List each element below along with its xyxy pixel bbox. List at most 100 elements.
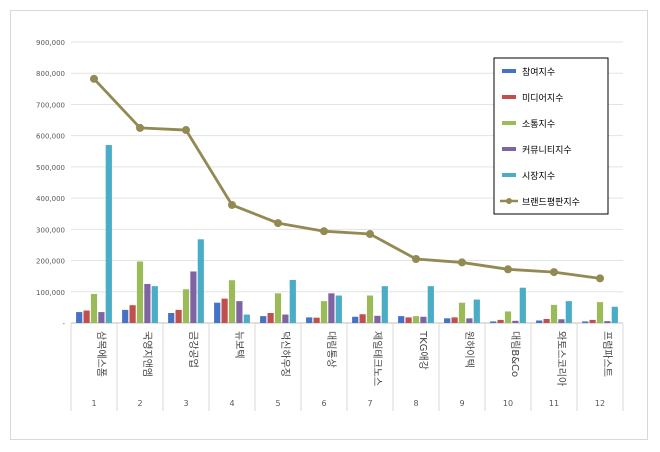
bar: [427, 286, 434, 323]
x-rank-label: 2: [137, 399, 142, 408]
brand-reputation-chart: - 100,000 200,000 300,000 400,000 500,000 600,…: [36, 39, 624, 411]
y-tick-label: 200,000: [36, 258, 65, 266]
bar: [83, 310, 90, 323]
bar: [228, 280, 236, 323]
bar-series: [76, 145, 618, 323]
gridlines: [71, 41, 623, 293]
y-tick-label: 400,000: [36, 195, 65, 203]
trend-point: [596, 274, 604, 283]
trend-line: [92, 77, 601, 280]
bar: [274, 293, 282, 323]
y-tick-label: 700,000: [36, 101, 65, 109]
bar: [497, 319, 504, 323]
x-rank-label: 4: [229, 399, 234, 408]
x-rank-label: 1: [91, 399, 96, 408]
bar: [214, 302, 221, 323]
legend-swatch: [502, 147, 516, 151]
x-rank-label: 6: [321, 399, 326, 408]
y-tick-label: -: [62, 320, 65, 328]
x-category-label: 뉴보텍: [233, 331, 245, 359]
legend-label: 커뮤니티지수: [522, 145, 572, 156]
trend-point: [504, 265, 512, 274]
bar: [473, 299, 480, 323]
bar: [604, 321, 611, 323]
bar: [589, 319, 596, 323]
bar: [306, 317, 313, 323]
bar: [444, 318, 451, 323]
x-rank-label: 10: [503, 399, 513, 408]
bar: [596, 302, 604, 323]
bar: [313, 317, 320, 323]
x-axis: 삼목에스폼 1 국영지앤엠 2 금강공업 3 뉴보텍 4 덕신하우징 5 대림통상 6 제일테크노스 7 T…: [70, 322, 624, 411]
legend-label: 미디어지수: [522, 93, 563, 104]
bar: [374, 315, 381, 323]
bar: [451, 317, 458, 323]
bar: [352, 316, 359, 323]
bar: [175, 309, 182, 323]
y-tick-label: 600,000: [36, 133, 65, 141]
x-rank-label: 5: [275, 399, 280, 408]
bar: [466, 318, 473, 323]
y-tick-label: 500,000: [36, 164, 65, 172]
bar: [420, 316, 427, 323]
bar: [98, 312, 105, 323]
legend-swatch: [502, 173, 516, 177]
chart-frame: - 100,000 200,000 300,000 400,000 500,000 600,…: [10, 10, 648, 440]
bar: [565, 301, 572, 323]
bar: [398, 316, 405, 323]
bar: [168, 313, 175, 323]
x-category-label: TKG애강: [417, 330, 429, 370]
legend-swatch-marker: [506, 198, 512, 204]
bar: [190, 271, 197, 323]
bar: [536, 320, 543, 323]
bar: [267, 313, 274, 323]
x-category-label: 대림통상: [325, 331, 337, 368]
x-rank-label: 12: [595, 399, 605, 408]
x-category-label: 제일테크노스: [371, 331, 383, 386]
bar: [335, 295, 342, 323]
x-category-label: 국영지앤엠: [141, 331, 153, 377]
legend-swatch: [502, 121, 516, 125]
y-tick-label: 100,000: [36, 289, 65, 297]
bar: [282, 314, 289, 323]
bar: [519, 287, 526, 323]
trend-point: [228, 200, 236, 209]
bar: [328, 293, 335, 323]
bar: [129, 305, 136, 323]
legend-swatch: [502, 69, 516, 73]
bar: [359, 314, 366, 323]
y-tick-label: 800,000: [36, 70, 65, 78]
bar: [550, 304, 558, 323]
x-category-label: 원하이텍: [463, 331, 476, 368]
y-axis: - 100,000 200,000 300,000 400,000 500,000 600,…: [36, 39, 65, 328]
legend-label: 시장지수: [522, 171, 555, 182]
x-rank-label: 7: [367, 399, 372, 408]
trend-point: [320, 227, 328, 236]
bar: [366, 295, 374, 323]
bar: [182, 289, 190, 323]
x-rank-label: 11: [549, 399, 559, 408]
x-category-label: 삼목에스폼: [95, 331, 107, 377]
y-tick-label: 300,000: [36, 226, 65, 234]
trend-point: [366, 230, 374, 239]
bar: [122, 309, 129, 323]
bar: [105, 145, 112, 323]
bar: [236, 301, 243, 323]
legend-label: 참여지수: [522, 66, 555, 78]
bar: [558, 319, 565, 323]
legend-box: [493, 57, 609, 215]
bar: [151, 286, 158, 323]
y-tick-label: 900,000: [36, 39, 65, 47]
bar: [243, 314, 250, 323]
trend-point: [136, 123, 144, 132]
x-rank-label: 8: [413, 399, 418, 408]
x-category-label: 프럼파스트: [601, 331, 614, 377]
x-category-label: 대림B&Co: [509, 331, 521, 377]
bar: [289, 279, 296, 323]
trend-line-series: [90, 74, 604, 283]
bar: [90, 293, 98, 323]
trend-point: [274, 219, 282, 228]
legend-swatch: [502, 95, 516, 99]
bar: [512, 320, 519, 323]
